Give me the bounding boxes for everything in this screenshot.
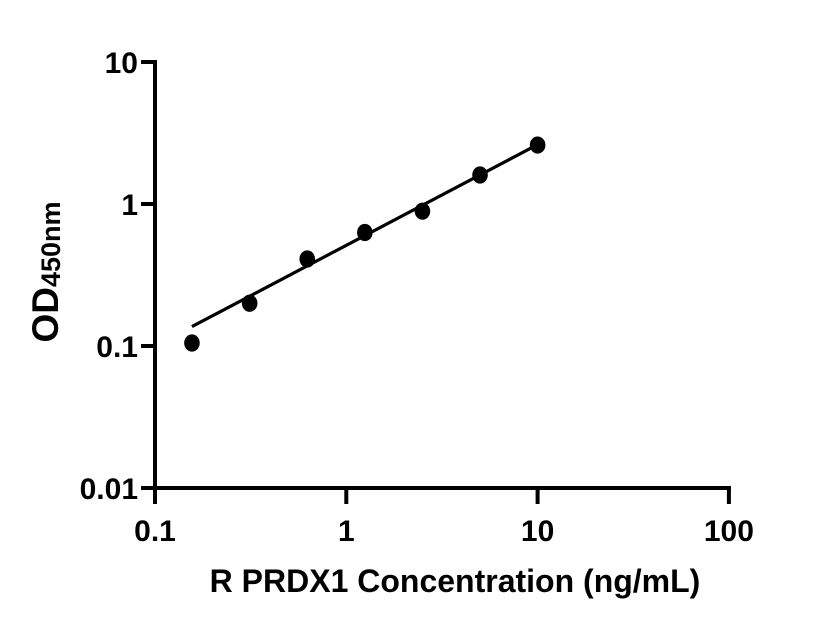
plot-area: 0.01 0.1 1 10 0.1 1 10 100 <box>80 47 754 548</box>
x-tick-label: 10 <box>521 515 554 548</box>
data-point <box>529 136 546 154</box>
x-tick-label: 1 <box>338 515 355 548</box>
data-point <box>299 250 316 268</box>
data-point <box>472 166 488 184</box>
y-tick-label: 0.1 <box>96 331 138 364</box>
data-point <box>184 334 200 352</box>
x-axis-title: R PRDX1 Concentration (ng/mL) <box>210 563 701 599</box>
y-tick-label: 1 <box>121 189 138 222</box>
x-tick-label: 0.1 <box>134 515 176 548</box>
y-axis-title-subscript: 450nm <box>36 201 66 287</box>
data-point <box>357 223 373 242</box>
y-tick-label: 0.01 <box>80 473 138 506</box>
y-axis-title-main: OD <box>25 287 66 343</box>
data-point <box>241 294 258 312</box>
data-point <box>414 202 431 220</box>
x-tick-label: 100 <box>704 515 754 548</box>
y-tick-label: 10 <box>105 47 138 80</box>
y-axis-title: OD450nm <box>25 201 66 342</box>
